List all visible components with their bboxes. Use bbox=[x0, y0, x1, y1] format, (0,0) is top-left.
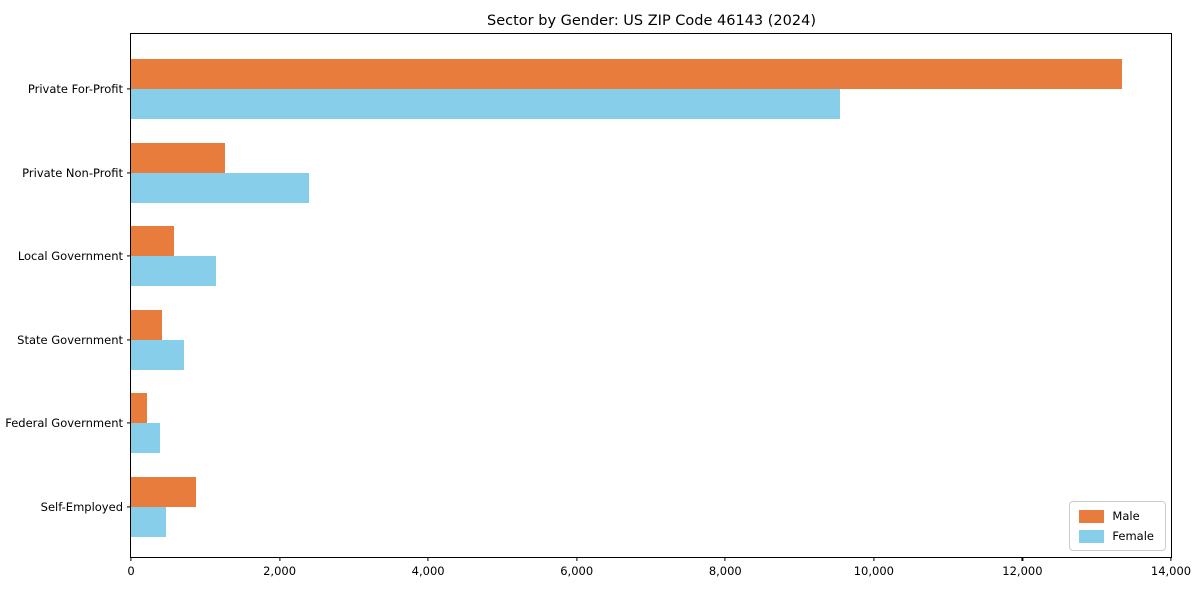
y-axis-category-label: Self-Employed bbox=[40, 499, 123, 514]
legend: Male Female bbox=[1069, 501, 1166, 551]
x-axis-tick-label: 4,000 bbox=[411, 564, 445, 578]
y-axis-tick bbox=[127, 422, 131, 424]
x-axis-tick bbox=[1021, 557, 1024, 561]
bar-male-federal-government bbox=[131, 393, 148, 423]
x-axis-tick bbox=[873, 557, 875, 561]
legend-label-female: Female bbox=[1112, 529, 1154, 543]
bar-male-state-government bbox=[131, 309, 163, 340]
legend-item-female: Female bbox=[1079, 529, 1154, 543]
y-axis-tick bbox=[127, 88, 131, 90]
bar-male-self-employed bbox=[131, 476, 196, 507]
x-axis-tick bbox=[130, 557, 132, 561]
bar-female-private-for-profit bbox=[131, 89, 841, 119]
y-axis-category-label: Private For-Profit bbox=[27, 82, 123, 96]
y-axis-tick bbox=[127, 338, 131, 341]
bar-female-private-non-profit bbox=[131, 172, 310, 203]
x-axis-tick bbox=[576, 557, 578, 561]
x-axis-tick-label: 2,000 bbox=[263, 564, 297, 578]
x-axis-tick bbox=[427, 557, 429, 561]
plot-area: Male Female Private For-Profit Private Non… bbox=[5, 33, 1191, 578]
x-axis-tick bbox=[278, 557, 281, 561]
y-axis-category-label: Local Government bbox=[17, 249, 123, 263]
x-axis-tick-label: 12,000 bbox=[1002, 564, 1043, 578]
y-axis-category-label: State Government bbox=[17, 332, 123, 347]
y-axis-tick bbox=[127, 255, 131, 257]
bar-female-local-government bbox=[131, 256, 217, 286]
x-axis-tick-label: 10,000 bbox=[853, 564, 894, 578]
x-axis-tick bbox=[1170, 557, 1172, 561]
y-axis-tick bbox=[127, 171, 131, 174]
chart-title: Sector by Gender: US ZIP Code 46143 (202… bbox=[487, 13, 816, 29]
legend-swatch-male bbox=[1079, 509, 1105, 523]
x-axis-tick-label: 14,000 bbox=[1150, 564, 1192, 578]
y-axis-category-label: Private Non-Profit bbox=[22, 165, 123, 180]
x-axis-tick-label: 8,000 bbox=[708, 564, 742, 578]
y-axis-category-label: Federal Government bbox=[5, 416, 123, 430]
bar-male-local-government bbox=[131, 226, 175, 256]
legend-item-male: Male bbox=[1079, 509, 1154, 523]
x-axis-tick-label: 6,000 bbox=[560, 564, 594, 578]
y-axis-tick bbox=[127, 505, 131, 508]
legend-label-male: Male bbox=[1112, 509, 1140, 523]
legend-swatch-female bbox=[1079, 529, 1105, 543]
bar-female-federal-government bbox=[131, 423, 160, 453]
bar-female-state-government bbox=[131, 339, 185, 370]
bar-male-private-for-profit bbox=[131, 59, 1122, 89]
bar-female-self-employed bbox=[131, 506, 166, 537]
x-axis-tick bbox=[724, 557, 726, 561]
x-axis-tick-label: 0 bbox=[127, 564, 135, 578]
bar-male-private-non-profit bbox=[131, 142, 225, 173]
